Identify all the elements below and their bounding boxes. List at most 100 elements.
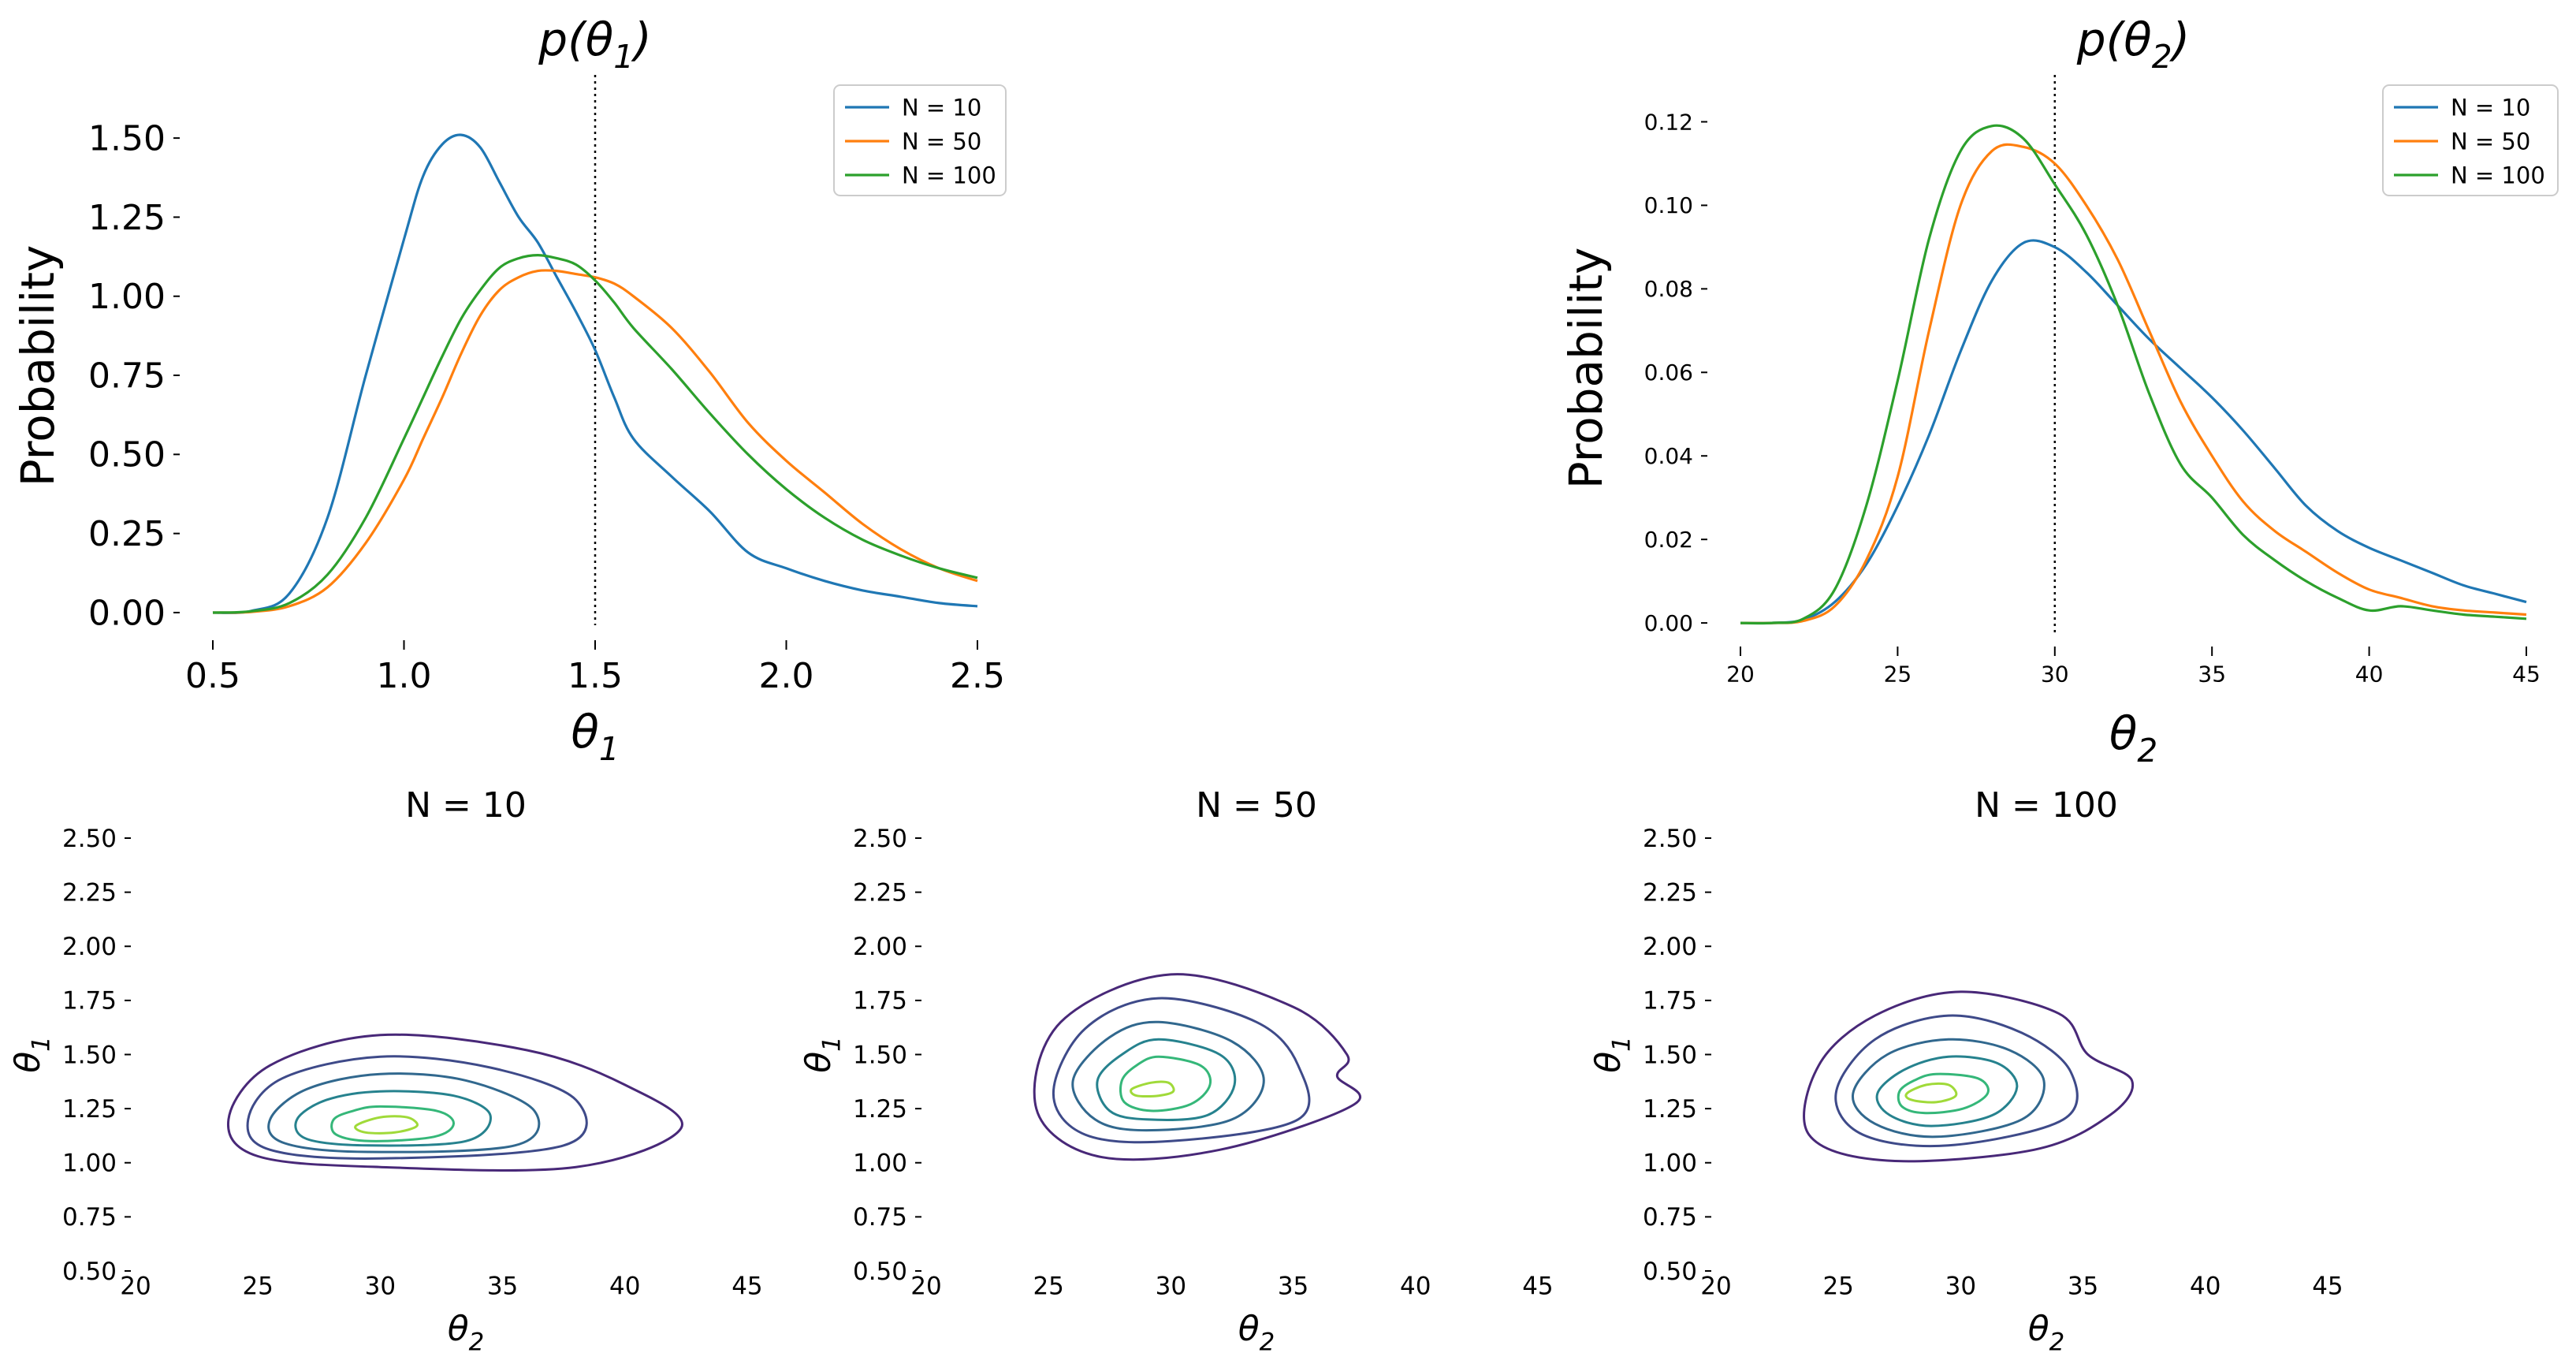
- y-tick-label: 2.25: [853, 878, 907, 907]
- x-tick-label: 25: [1033, 1272, 1063, 1300]
- y-tick-label: 1.50: [62, 1041, 117, 1069]
- y-tick-label: 2.25: [62, 878, 117, 907]
- x-tick-label: 25: [242, 1272, 273, 1300]
- y-tick-label: 1.00: [853, 1150, 907, 1178]
- legend-box: [833, 84, 1007, 196]
- legend: N = 10 N = 50 N = 100: [833, 84, 1007, 196]
- y-tick-label: 1.75: [1643, 987, 1697, 1016]
- y-axis-label: θ1: [1588, 1036, 1636, 1073]
- x-tick-label: 40: [2190, 1272, 2220, 1300]
- y-axis-label: Probability: [1559, 248, 1613, 490]
- y-tick-label: 1.25: [853, 1095, 907, 1124]
- contour-level-6: [354, 1115, 419, 1135]
- contour-level-2: [1052, 997, 1311, 1144]
- chart-title: p(θ1): [538, 13, 651, 76]
- x-tick-label: 45: [2312, 1272, 2343, 1300]
- legend-entry: N = 50: [2451, 128, 2530, 155]
- x-tick-label: 45: [2512, 662, 2541, 688]
- x-tick-label: 45: [731, 1272, 762, 1300]
- series-line-n50: [212, 269, 978, 614]
- series-line-n100: [212, 253, 978, 614]
- y-tick-label: 0.50: [853, 1258, 907, 1286]
- chart-title: N = 50: [1196, 785, 1317, 825]
- x-tick-label: 35: [487, 1272, 518, 1300]
- x-tick-label: 2.5: [950, 656, 1005, 696]
- x-axis-label: θ2: [448, 1309, 485, 1356]
- y-tick-label: 2.25: [1643, 878, 1697, 907]
- y-tick-label: 0.75: [62, 1203, 117, 1232]
- y-tick-label: 2.50: [853, 825, 907, 853]
- legend-entry: N = 50: [902, 128, 981, 155]
- y-axis-label: Probability: [11, 245, 65, 487]
- x-tick-label: 0.5: [185, 656, 240, 696]
- x-tick-label: 25: [1822, 1272, 1853, 1300]
- contour-level-3: [267, 1072, 541, 1153]
- y-tick-label: 1.00: [88, 277, 166, 317]
- x-tick-label: 25: [1884, 662, 1912, 688]
- x-tick-label: 1.0: [377, 656, 432, 696]
- contour-level-1: [1033, 973, 1362, 1161]
- y-tick-label: 0.75: [88, 356, 166, 396]
- x-tick-label: 35: [2068, 1272, 2098, 1300]
- x-tick-label: 30: [1945, 1272, 1976, 1300]
- y-tick-label: 0.08: [1644, 276, 1693, 302]
- x-tick-label: 1.5: [568, 656, 623, 696]
- contour-level-2: [1834, 1014, 2079, 1148]
- chart-title: N = 10: [405, 785, 527, 825]
- contour-level-3: [1071, 1020, 1265, 1132]
- legend-entry: N = 10: [902, 94, 981, 121]
- x-tick-label: 45: [1522, 1272, 1553, 1300]
- contour-level-6: [1130, 1080, 1175, 1098]
- y-tick-label: 0.12: [1644, 109, 1693, 135]
- contour-level-4: [294, 1090, 492, 1147]
- legend: N = 10 N = 50 N = 100: [2382, 84, 2559, 196]
- y-tick-label: 2.00: [1643, 933, 1697, 961]
- legend-box: [2382, 84, 2559, 196]
- x-tick-label: 20: [120, 1272, 151, 1300]
- y-tick-label: 0.10: [1644, 192, 1693, 218]
- y-tick-label: 2.00: [62, 933, 117, 961]
- chart-joint_n100: N = 100 20 25 30 35 40 45 0.50 0.75 1.00 1.25 1.50 1…: [1588, 785, 2343, 1356]
- x-axis-label: θ2: [2109, 706, 2157, 770]
- legend-entry: N = 10: [2451, 94, 2530, 121]
- contour-level-2: [246, 1055, 588, 1160]
- chart-joint_n10: N = 10 20 25 30 35 40 45 0.50 0.75 1.00 1.25 1.50 1.…: [8, 785, 763, 1356]
- y-tick-label: 1.00: [1643, 1150, 1697, 1178]
- contour-level-1: [226, 1033, 683, 1172]
- y-tick-label: 1.25: [88, 198, 166, 238]
- y-tick-label: 0.25: [88, 514, 166, 554]
- x-tick-label: 20: [1700, 1272, 1731, 1300]
- y-tick-label: 2.50: [62, 825, 117, 853]
- x-tick-label: 30: [2041, 662, 2069, 688]
- y-tick-label: 0.75: [1643, 1203, 1697, 1232]
- x-tick-label: 30: [365, 1272, 396, 1300]
- contour-level-5: [1119, 1055, 1212, 1112]
- series-line-n50: [1740, 143, 2527, 624]
- x-axis-label: θ2: [2028, 1309, 2065, 1356]
- contour-level-5: [1897, 1072, 1990, 1115]
- y-tick-label: 0.50: [1643, 1258, 1697, 1286]
- x-axis-label: θ2: [1238, 1309, 1275, 1356]
- y-axis-label: θ1: [798, 1036, 846, 1073]
- y-tick-label: 1.50: [1643, 1041, 1697, 1069]
- contour-level-3: [1852, 1038, 2046, 1139]
- y-tick-label: 1.25: [62, 1095, 117, 1124]
- x-tick-label: 20: [910, 1272, 941, 1300]
- chart-p_theta1: p(θ1) 0.5 1.0 1.5 2.0 2.5 0.00 0.25 0.50 0.75 1.00…: [11, 13, 1007, 768]
- y-tick-label: 1.75: [62, 987, 117, 1016]
- y-tick-label: 2.00: [853, 933, 907, 961]
- x-tick-label: 40: [1400, 1272, 1431, 1300]
- y-tick-label: 0.06: [1644, 360, 1693, 386]
- x-tick-label: 30: [1156, 1272, 1186, 1300]
- series-line-n10: [1740, 239, 2527, 625]
- contour-level-5: [330, 1105, 455, 1142]
- y-tick-label: 1.50: [88, 119, 166, 159]
- y-tick-label: 1.25: [1643, 1095, 1697, 1124]
- chart-title: p(θ2): [2076, 13, 2190, 76]
- x-tick-label: 2.0: [759, 656, 814, 696]
- y-tick-label: 1.75: [853, 987, 907, 1016]
- legend-entry: N = 100: [902, 162, 996, 188]
- y-tick-label: 0.04: [1644, 443, 1693, 469]
- x-tick-label: 40: [609, 1272, 640, 1300]
- contour-level-4: [1875, 1055, 2019, 1127]
